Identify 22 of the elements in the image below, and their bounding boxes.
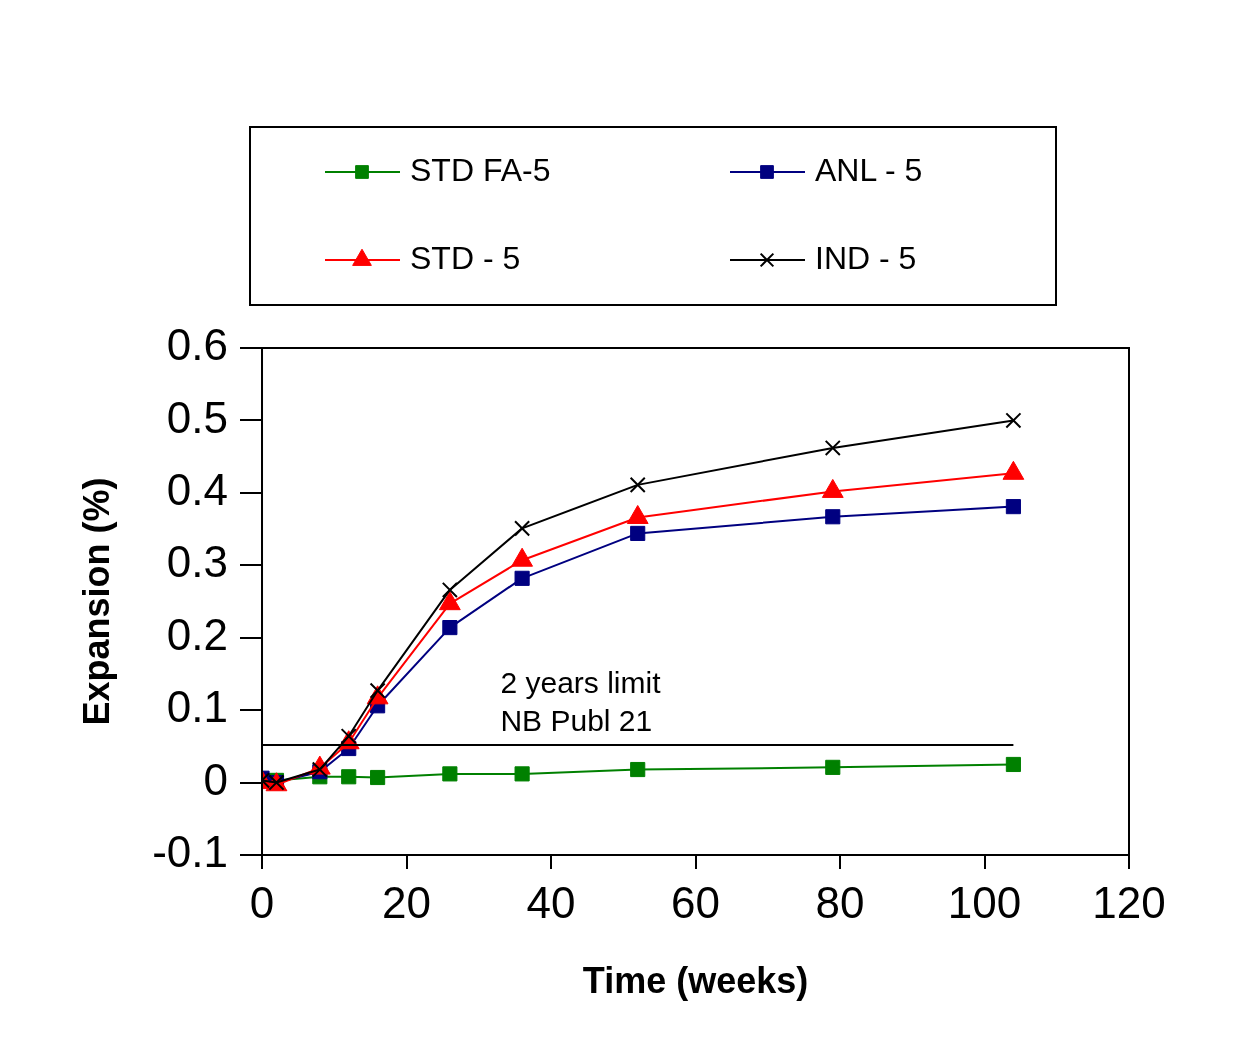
y-tick-label: 0.4 <box>166 465 229 514</box>
y-tick-label: -0.1 <box>152 827 229 877</box>
legend-label: STD - 5 <box>410 239 521 276</box>
x-tick-label: 80 <box>815 877 865 927</box>
y-tick-label: 0.2 <box>166 609 229 659</box>
y-tick-label: 0.1 <box>166 682 229 732</box>
x-tick-label: 60 <box>671 877 720 927</box>
legend-label: ANL - 5 <box>815 151 923 188</box>
x-tick-label: 0 <box>249 877 275 927</box>
legend-label: STD FA-5 <box>410 151 551 188</box>
x-tick-label: 20 <box>382 877 431 927</box>
y-tick-label: 0.6 <box>166 320 229 370</box>
x-tick-label: 120 <box>1092 877 1166 927</box>
x-axis-title: Time (weeks) <box>582 960 809 1002</box>
y-tick-label: 0.5 <box>166 392 229 442</box>
y-tick-label: 0.3 <box>166 537 229 587</box>
x-tick-label: 100 <box>947 877 1022 927</box>
ref-line-label: 2 years limit NB Publ 21 <box>500 665 662 737</box>
y-tick-label: 0 <box>203 754 229 804</box>
y-axis-title: Expansion (%) <box>75 477 117 726</box>
x-tick-label: 40 <box>526 877 576 927</box>
legend-label: IND - 5 <box>815 239 917 276</box>
